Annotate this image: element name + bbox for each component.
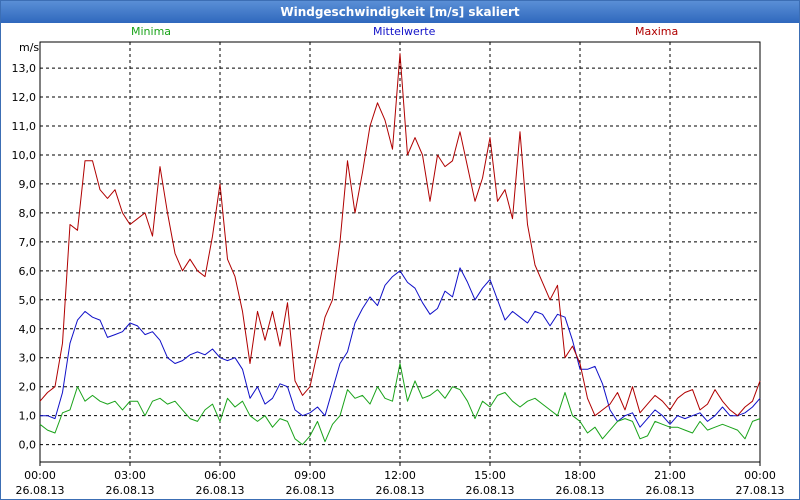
y-tick-label: 11,0 (12, 120, 37, 133)
x-tick-date: 26.08.13 (106, 484, 155, 497)
window-title: Windgeschwindigkeit [m/s] skaliert (1, 1, 799, 23)
y-tick-label: 0,0 (19, 439, 37, 452)
y-tick-label: 2,0 (19, 381, 37, 394)
x-tick-date: 27.08.13 (736, 484, 785, 497)
x-tick-time: 12:00 (384, 469, 416, 482)
x-tick-time: 00:00 (744, 469, 776, 482)
y-tick-label: 5,0 (19, 294, 37, 307)
y-tick-label: 8,0 (19, 207, 37, 220)
y-tick-label: 6,0 (19, 265, 37, 278)
x-tick-date: 26.08.13 (556, 484, 605, 497)
x-tick-time: 18:00 (564, 469, 596, 482)
y-tick-label: 4,0 (19, 323, 37, 336)
x-tick-time: 09:00 (294, 469, 326, 482)
y-tick-label: 13,0 (12, 62, 37, 75)
legend-mittelwerte: Mittelwerte (373, 25, 436, 38)
legend-minima: Minima (131, 25, 172, 38)
y-tick-label: 3,0 (19, 352, 37, 365)
y-tick-label: 9,0 (19, 178, 37, 191)
x-tick-date: 26.08.13 (376, 484, 425, 497)
y-tick-label: 10,0 (12, 149, 37, 162)
x-tick-time: 06:00 (204, 469, 236, 482)
y-tick-label: 12,0 (12, 91, 37, 104)
x-tick-date: 26.08.13 (466, 484, 515, 497)
series-line-maxima (39, 53, 761, 417)
y-tick-label: 7,0 (19, 236, 37, 249)
series-line-mittelwerte (40, 267, 761, 428)
x-tick-time: 03:00 (114, 469, 146, 482)
legend-maxima: Maxima (635, 25, 679, 38)
x-tick-date: 26.08.13 (646, 484, 695, 497)
y-tick-label: 1,0 (19, 410, 37, 423)
x-tick-time: 00:00 (24, 469, 56, 482)
x-tick-time: 15:00 (474, 469, 506, 482)
series-line-minima (39, 363, 761, 446)
y-axis-unit: m/s (19, 41, 40, 54)
x-tick-date: 26.08.13 (16, 484, 65, 497)
x-tick-time: 21:00 (654, 469, 686, 482)
x-tick-date: 26.08.13 (286, 484, 335, 497)
x-tick-date: 26.08.13 (196, 484, 245, 497)
